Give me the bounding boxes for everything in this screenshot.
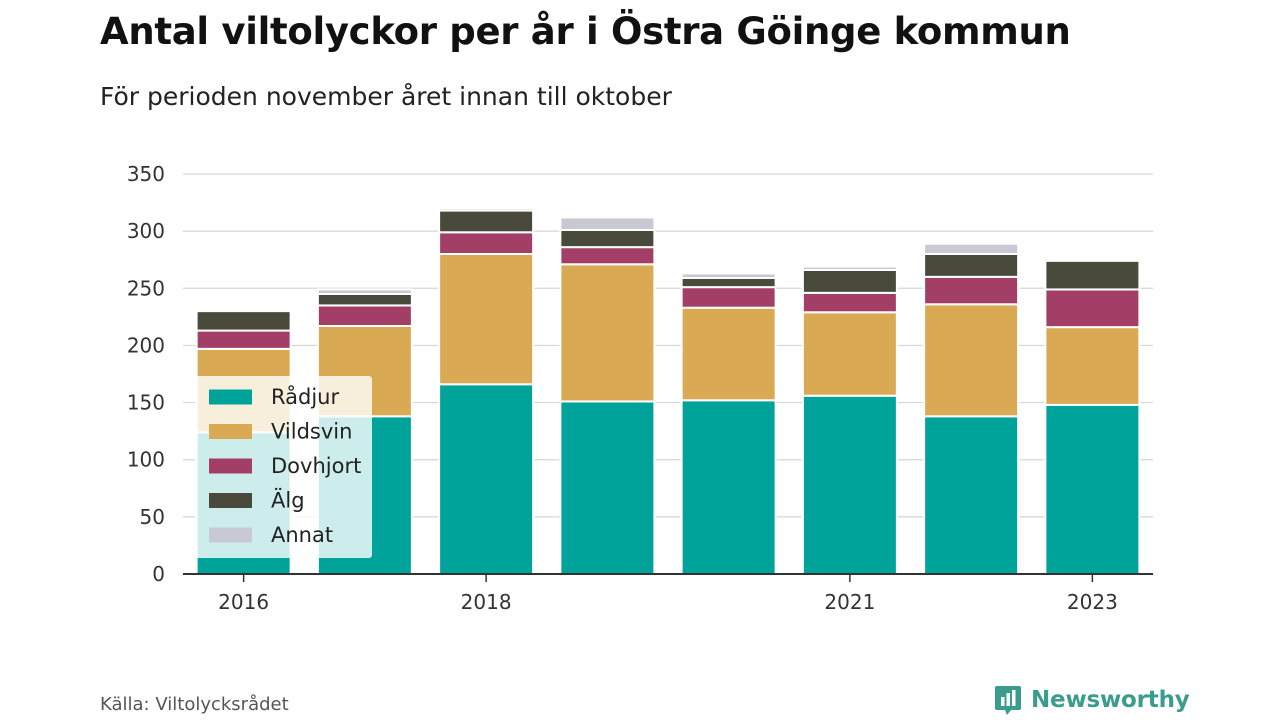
bar-segment (559, 229, 656, 249)
chart-title: Antal viltolyckor per år i Östra Göinge … (100, 10, 1071, 53)
legend-label: Dovhjort (271, 454, 361, 478)
legend-swatch (209, 458, 252, 474)
y-tick-label: 0 (152, 562, 165, 586)
bar-segment (923, 415, 1020, 575)
bar-segment (1044, 326, 1141, 406)
legend-label: Annat (271, 523, 333, 547)
bar-segment (1044, 403, 1141, 575)
bar-segment (559, 246, 656, 266)
bar-segment (316, 293, 413, 307)
bar-segment (559, 400, 656, 575)
bar-segment (923, 253, 1020, 278)
bar-segment (923, 275, 1020, 306)
bar-segment (195, 310, 292, 332)
y-tick-label: 100 (127, 448, 165, 472)
x-tick-label: 2021 (824, 590, 875, 614)
bar-segment (680, 272, 777, 279)
newsworthy-logo-icon (995, 686, 1021, 715)
legend-swatch (209, 493, 252, 508)
legend-box (195, 376, 372, 558)
x-tick-label: 2018 (461, 590, 512, 614)
bar-segment (801, 269, 898, 294)
y-tick-label: 250 (127, 276, 165, 300)
bar-segment (438, 207, 535, 212)
bar-segment (438, 383, 535, 575)
legend-swatch (209, 527, 252, 543)
source-note: Källa: Viltolycksrådet (100, 694, 289, 715)
bar-segment (680, 306, 777, 402)
bar-segment (801, 291, 898, 314)
bar-segment (680, 277, 777, 289)
bar-segment (801, 311, 898, 397)
bar-segment (680, 286, 777, 309)
chart-subtitle: För perioden november året innan till ok… (100, 82, 672, 111)
x-tick-label: 2023 (1067, 590, 1118, 614)
bar-segment (559, 216, 656, 232)
y-tick-label: 150 (127, 391, 165, 415)
y-tick-label: 350 (127, 162, 165, 186)
bar-segment (923, 303, 1020, 418)
stacked-bar-chart: 0 50 100 150 200 250 300 350 2016 2018 2021 2023 Råd… (127, 162, 1153, 614)
bar-segment (680, 399, 777, 575)
legend-label: Rådjur (271, 384, 339, 409)
bar-segment (438, 253, 535, 386)
bar-segment (316, 288, 413, 295)
bar-segment (1044, 259, 1141, 291)
bar-segment (801, 265, 898, 272)
legend-swatch (209, 389, 252, 405)
legend-label: Älg (271, 488, 305, 513)
x-tick-label: 2016 (218, 590, 269, 614)
bar-segment (923, 242, 1020, 255)
bar-segment (1044, 288, 1141, 329)
legend-swatch (209, 424, 252, 439)
bar-segment (559, 263, 656, 403)
bar-segment (801, 394, 898, 576)
bar-segment (195, 329, 292, 350)
bar-segment (316, 304, 413, 327)
brand-name: Newsworthy (1031, 687, 1190, 713)
legend-label: Vildsvin (271, 420, 352, 444)
brand-logo: Newsworthy (993, 684, 1190, 716)
y-tick-label: 50 (140, 505, 165, 529)
y-tick-label: 300 (127, 219, 165, 243)
y-tick-label: 200 (127, 333, 165, 357)
bar-segment (438, 209, 535, 234)
bar-segment (438, 231, 535, 256)
